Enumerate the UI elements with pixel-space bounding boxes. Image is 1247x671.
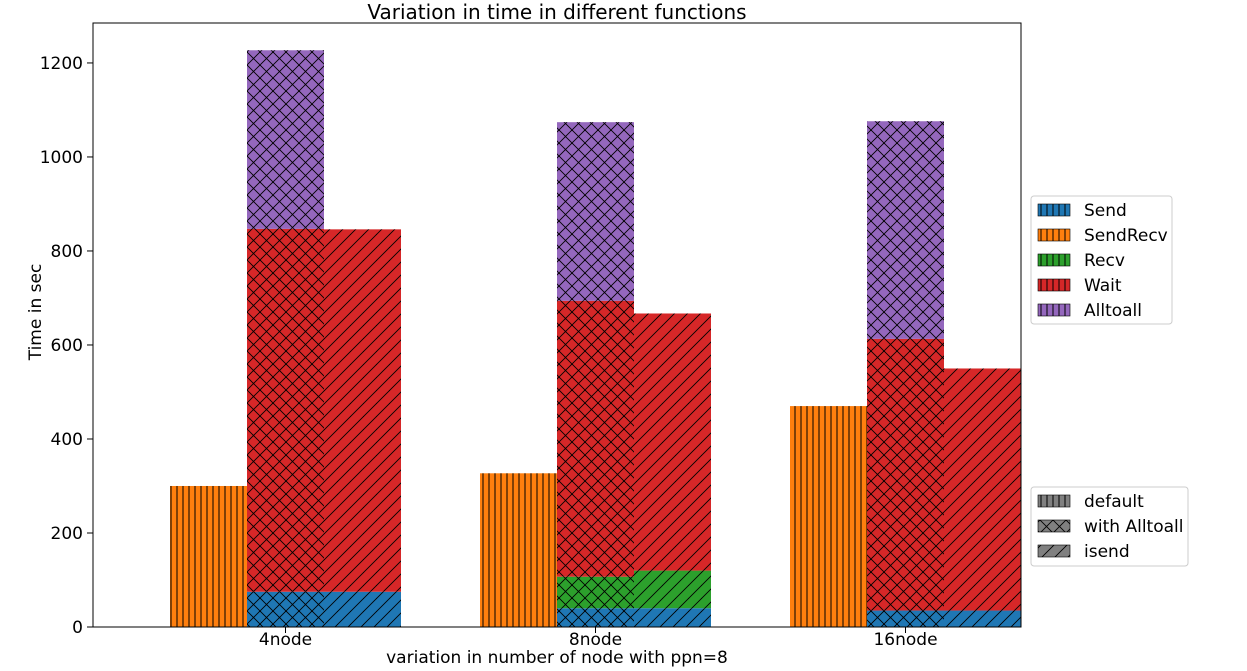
legend-label-alltoall: Alltoall (1084, 301, 1142, 321)
legend-label-recv: Recv (1084, 251, 1125, 271)
bar-hatch-16node-default-sendrecv (790, 406, 867, 627)
bar-hatch-16node-with-alltoall-wait (867, 338, 944, 611)
bar-hatch-16node-with-alltoall-send (867, 610, 944, 627)
bar-hatch-4node-isend-send (324, 591, 401, 627)
legend-label-sendrecv: SendRecv (1084, 226, 1168, 246)
bar-hatch-16node-isend-wait (944, 368, 1021, 611)
legend-swatch-hatch-with-alltoall (1038, 520, 1070, 532)
y-tick-label: 0 (72, 618, 83, 638)
y-tick-label: 1200 (40, 54, 83, 74)
chart-title: Variation in time in different functions (367, 0, 746, 24)
x-tick-label-4node: 4node (259, 630, 312, 650)
x-axis-label: variation in number of node with ppn=8 (386, 648, 728, 668)
bar-hatch-4node-isend-wait (324, 229, 401, 592)
plot-frame (92, 22, 1022, 628)
legend-swatch-hatch-wait (1038, 279, 1070, 291)
legend-swatch-hatch-alltoall (1038, 304, 1070, 316)
legend-swatch-hatch-isend (1038, 545, 1070, 557)
bar-hatch-16node-with-alltoall-alltoall (867, 121, 944, 339)
y-tick-label: 800 (51, 242, 83, 262)
y-axis-label: Time in sec (26, 264, 46, 362)
bar-hatch-8node-with-alltoall-wait (557, 300, 634, 577)
legend-label-with-alltoall: with Alltoall (1084, 517, 1183, 537)
x-tick-label-16node: 16node (873, 630, 937, 650)
y-tick-label: 1000 (40, 148, 83, 168)
x-tick-label-8node: 8node (569, 630, 622, 650)
legend-label-isend: isend (1084, 542, 1130, 562)
legend-series: Send SendRecv Recv Wait Alltoall (1030, 195, 1173, 325)
legend-label-default: default (1084, 492, 1144, 512)
legend-variants: default with Alltoall isend (1030, 486, 1189, 567)
y-tick-label: 200 (51, 524, 83, 544)
bar-hatch-8node-with-alltoall-alltoall (557, 122, 634, 301)
y-axis: 0 200 400 600 800 1000 1200 (40, 54, 93, 638)
legend-swatch-hatch-sendrecv (1038, 229, 1070, 241)
legend-swatch-hatch-send (1038, 204, 1070, 216)
bars-group (170, 50, 1021, 627)
bar-hatch-8node-isend-send (634, 608, 711, 627)
bar-hatch-4node-default-sendrecv (170, 485, 247, 627)
legend-swatch-hatch-default (1038, 495, 1070, 507)
bar-hatch-8node-isend-wait (634, 313, 711, 571)
y-tick-label: 600 (51, 336, 83, 356)
x-axis: 4node 8node 16node (259, 627, 938, 650)
bar-hatch-8node-default-sendrecv (480, 473, 557, 627)
legend-label-send: Send (1084, 201, 1127, 221)
bar-hatch-8node-with-alltoall-send (557, 608, 634, 627)
legend-swatch-hatch-recv (1038, 254, 1070, 266)
bar-hatch-8node-isend-recv (634, 570, 711, 609)
bar-hatch-16node-isend-send (944, 610, 1021, 627)
bar-hatch-4node-with-alltoall-wait (247, 228, 324, 592)
y-tick-label: 400 (51, 430, 83, 450)
bar-hatch-4node-with-alltoall-send (247, 591, 324, 627)
bar-hatch-8node-with-alltoall-recv (557, 576, 634, 609)
legend-series-frame (1030, 195, 1173, 325)
legend-label-wait: Wait (1084, 276, 1122, 296)
bar-hatch-4node-with-alltoall-alltoall (247, 50, 324, 229)
